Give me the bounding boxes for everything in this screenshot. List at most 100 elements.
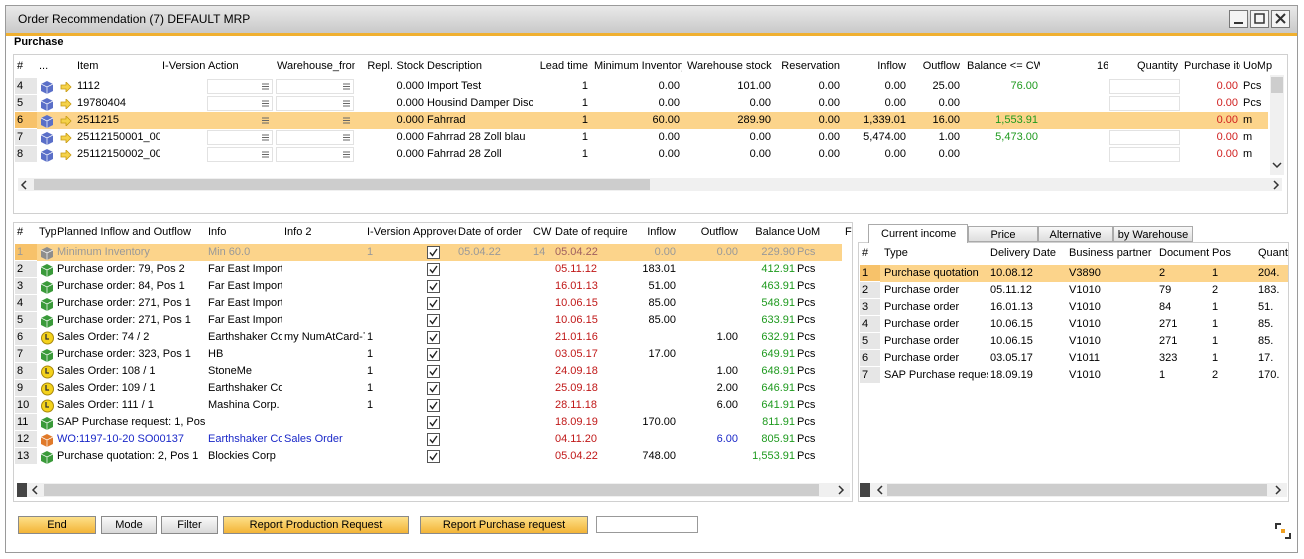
accent-strip [6,33,1297,36]
input-field[interactable] [1109,130,1180,145]
item-icon [41,97,54,112]
cell: 79 [1157,282,1211,299]
cell: 0.000 [393,112,426,129]
column-header: Description [425,58,533,75]
cell: 85. [1256,316,1288,333]
cell: 1 [1210,350,1257,367]
column-header: Stock [393,58,426,75]
cell: Far East Imports [206,261,282,278]
row-type-icon [41,450,54,465]
minimize-button[interactable] [1229,10,1248,28]
column-header: Planned Inflow and Outflow [55,224,207,241]
cell: 633.91 [742,312,797,329]
cell: 463.91 [742,278,797,295]
link-arrow [60,99,72,109]
cell: 85. [1256,333,1288,350]
cell: 05.04.22 [456,244,530,261]
vertical-scrollbar[interactable] [1270,75,1284,175]
cell: SAP Purchase request: 1, Pos 2 [55,414,207,431]
cell: 1 [535,95,590,112]
button[interactable]: Report Purchase request [420,516,588,534]
cell: 5 [15,95,37,112]
cell: 641.91 [742,397,797,414]
tab[interactable]: by Warehouse [1113,226,1193,242]
horizontal-scrollbar[interactable] [860,483,1287,497]
window-title: Order Recommendation (7) DEFAULT MRP [18,12,250,26]
cell: Purchase order: 271, Pos 1 [55,312,207,329]
row-type-icon [41,297,54,312]
list-icon [261,133,270,142]
cell: 1 [365,244,410,261]
cell: 84 [1157,299,1211,316]
column-header: Outflow [680,224,740,241]
cell: 8 [15,146,37,163]
cell: 25112150002_000 [75,146,160,163]
cell: Far East Imports [206,312,282,329]
item-icon [41,131,54,146]
text-input[interactable] [596,516,698,533]
tab[interactable]: Price [968,226,1038,242]
list-icon [342,82,351,91]
cell: 18.09.19 [553,414,627,431]
tab[interactable]: Alternative [1038,226,1113,242]
input-field[interactable] [1109,96,1180,111]
cell: Purchase order [882,299,988,316]
cell: 632.91 [742,329,797,346]
column-header: Inflow [845,58,908,75]
button[interactable]: Mode [101,516,157,534]
approved-checkbox [427,314,440,327]
column-header: Typ [37,224,56,241]
cell: V3890 [1067,265,1157,282]
cell: StoneMe [206,363,282,380]
cell: 1112 [75,78,160,95]
cell: V1010 [1067,299,1157,316]
cell: V1010 [1067,316,1157,333]
cell: Fahrrad 28 Zoll blau [425,129,533,146]
column-header: Info 2 [282,224,365,241]
column-header: I-Version [160,58,205,75]
approved-checkbox [427,348,440,361]
cell: 101.00 [685,78,773,95]
column-header: Date of order [456,224,530,241]
button[interactable]: Report Production Request [223,516,409,534]
horizontal-scrollbar[interactable] [18,178,1282,191]
input-field[interactable] [1109,147,1180,162]
button[interactable]: Filter [161,516,218,534]
column-header: # [860,245,880,262]
cell: 25.09.18 [553,380,627,397]
close-button[interactable] [1271,10,1290,28]
cell: 16.00 [910,112,962,129]
cell: 1 [365,363,410,380]
list-icon [342,99,351,108]
row-type-icon [41,382,54,396]
column-header: Item [75,58,160,75]
tab[interactable]: Current income [868,224,968,243]
cell: 170.00 [628,414,678,431]
cell: 4 [860,316,880,333]
cell: 0.00 [845,95,908,112]
input-field[interactable] [1109,79,1180,94]
cell: 51.00 [628,278,678,295]
cell: 1 [1210,333,1257,350]
cell: my NumAtCard-7 [282,329,365,346]
cell: 0.00 [592,95,682,112]
column-header: Reservation [775,58,842,75]
cell: Earthshaker Cor [206,380,282,397]
cell: 1 [1157,367,1211,384]
cell: Sales Order: 109 / 1 [55,380,207,397]
button[interactable]: End [18,516,96,534]
cell: Purchase order: 323, Pos 1 [55,346,207,363]
column-header: Purchase item [1182,58,1240,75]
cell: 05.04.22 [553,244,627,261]
cell: 0.00 [845,146,908,163]
row-type-icon [41,365,54,379]
horizontal-scrollbar[interactable] [17,483,850,497]
cell: 1 [1210,299,1257,316]
cell: 271 [1157,333,1211,350]
cell: 6.00 [680,431,740,448]
cell: Pcs [795,414,829,431]
cell: 0.000 [393,146,426,163]
cell: 17.00 [628,346,678,363]
cell: 1.00 [680,329,740,346]
maximize-button[interactable] [1250,10,1269,28]
